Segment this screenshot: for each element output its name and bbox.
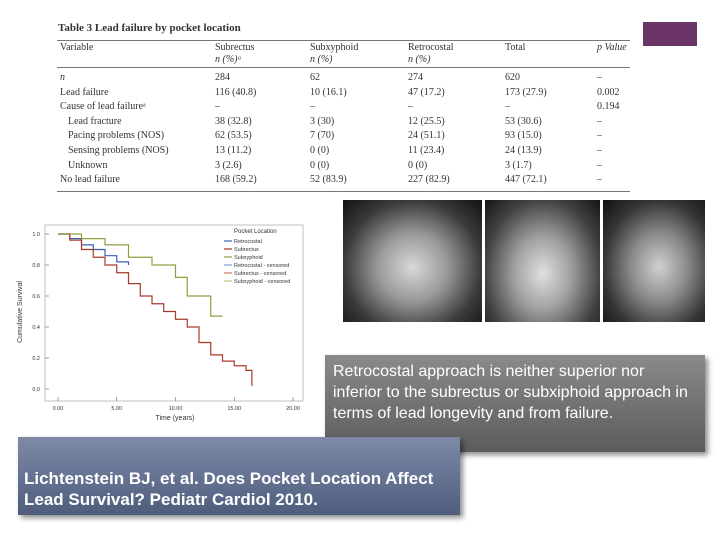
table-cell: –	[597, 174, 602, 186]
table-cell: –	[215, 101, 220, 113]
xray-image	[343, 200, 482, 322]
table-cell: 3 (30)	[310, 115, 335, 127]
table-cell: –	[597, 130, 602, 142]
table-cell: –	[597, 159, 602, 171]
table-cell: 7 (70)	[310, 130, 335, 142]
row-label: Cause of lead failureᵃ	[60, 101, 146, 113]
table-cell: 11 (23.4)	[408, 145, 445, 156]
table-cell: 38 (32.8)	[215, 115, 252, 127]
legend-label: Subxyphoid	[234, 255, 263, 261]
row-label: No lead failure	[60, 174, 120, 186]
row-label: Sensing problems (NOS)	[68, 145, 169, 156]
table-cell: 274	[408, 72, 423, 83]
column-subheader: n (%)	[408, 54, 431, 65]
table-cell: 0 (0)	[310, 159, 330, 171]
table-cell: 12 (25.5)	[408, 115, 445, 127]
table-cell: 447 (72.1)	[505, 174, 547, 186]
table-cell: 52 (83.9)	[310, 174, 347, 186]
row-label: n	[60, 72, 65, 83]
table-cell: –	[597, 115, 602, 127]
table-cell: 13 (11.2)	[215, 145, 252, 156]
legend-label: Subxyphoid - censored	[234, 279, 290, 285]
table-title: Table 3 Lead failure by pocket location	[58, 22, 241, 34]
table-cell: 0 (0)	[310, 145, 330, 156]
x-tick-label: 0.00	[53, 406, 64, 412]
table-cell: –	[597, 72, 602, 83]
table-cell: –	[310, 101, 315, 113]
x-tick-label: 20.00	[286, 406, 300, 412]
row-label: Lead fracture	[68, 115, 122, 127]
column-header: Subrectus	[215, 42, 255, 53]
table-cell: 0 (0)	[408, 159, 428, 171]
plot-frame	[44, 224, 304, 402]
y-axis-label: Cumulative Survival	[17, 281, 24, 343]
note-text: Retrocostal approach is neither superior…	[333, 363, 688, 422]
x-tick-label: 5.00	[111, 406, 122, 412]
table-cell: –	[408, 101, 413, 113]
xray-image	[603, 200, 705, 322]
y-tick-label: 1.0	[32, 232, 40, 238]
survival-curve	[58, 233, 253, 386]
table-cell: 24 (51.1)	[408, 130, 445, 142]
note-box: Retrocostal approach is neither superior…	[325, 355, 705, 452]
y-tick-label: 0.4	[32, 325, 40, 331]
legend-label: Subrectus	[234, 247, 259, 253]
x-tick-label: 15.00	[227, 406, 241, 412]
column-header: Total	[505, 42, 526, 53]
y-tick-label: 0.2	[32, 356, 40, 362]
y-tick-label: 0.6	[32, 294, 40, 300]
legend-label: Retrocostal - censored	[234, 263, 289, 269]
y-tick-label: 0.0	[32, 387, 40, 393]
row-label: Pacing problems (NOS)	[68, 130, 165, 142]
table-cell: 0.002	[597, 86, 620, 98]
table-cell: 93 (15.0)	[505, 130, 542, 142]
table-cell: 227 (82.9)	[408, 174, 450, 186]
column-subheader: n (%)	[310, 54, 333, 65]
table-cell: 53 (30.6)	[505, 115, 542, 127]
legend-title: Pocket Location	[234, 229, 277, 235]
citation-text: Lichtenstein BJ, et al. Does Pocket Loca…	[24, 469, 434, 509]
x-axis-label: Time (years)	[155, 415, 194, 422]
table-cell: –	[505, 101, 510, 113]
row-label: Lead failure	[60, 86, 109, 98]
accent-block	[643, 22, 697, 46]
table-cell: 620	[505, 72, 520, 83]
legend-label: Retrocostal	[234, 239, 262, 245]
table-cell: 0.194	[597, 101, 620, 113]
legend-label: Subrectus - censored	[234, 271, 286, 277]
y-tick-label: 0.8	[32, 263, 40, 269]
table-cell: 62	[310, 72, 320, 83]
table-rule	[57, 191, 630, 192]
table-cell: –	[597, 145, 602, 156]
column-subheader: n (%)ᵃ	[215, 54, 242, 65]
table-rule	[57, 40, 630, 41]
table-cell: 3 (1.7)	[505, 159, 532, 171]
column-header: Subxyphoid	[310, 42, 359, 53]
xray-image	[485, 200, 600, 322]
table-cell: 47 (17.2)	[408, 86, 445, 98]
table-cell: 116 (40.8)	[215, 86, 257, 98]
table-rule	[57, 67, 630, 68]
survival-curve	[58, 233, 223, 317]
table-cell: 24 (13.9)	[505, 145, 542, 156]
column-header: p Value	[597, 42, 627, 53]
x-tick-label: 10.00	[169, 406, 183, 412]
table-cell: 10 (16.1)	[310, 86, 347, 98]
table-cell: 284	[215, 72, 230, 83]
table-cell: 173 (27.9)	[505, 86, 547, 98]
table-cell: 168 (59.2)	[215, 174, 257, 186]
row-label: Unknown	[68, 159, 108, 171]
citation-box: Lichtenstein BJ, et al. Does Pocket Loca…	[18, 437, 460, 515]
table-cell: 3 (2.6)	[215, 159, 242, 171]
column-header: Variable	[60, 42, 94, 53]
column-header: Retrocostal	[408, 42, 454, 53]
table-cell: 62 (53.5)	[215, 130, 252, 142]
